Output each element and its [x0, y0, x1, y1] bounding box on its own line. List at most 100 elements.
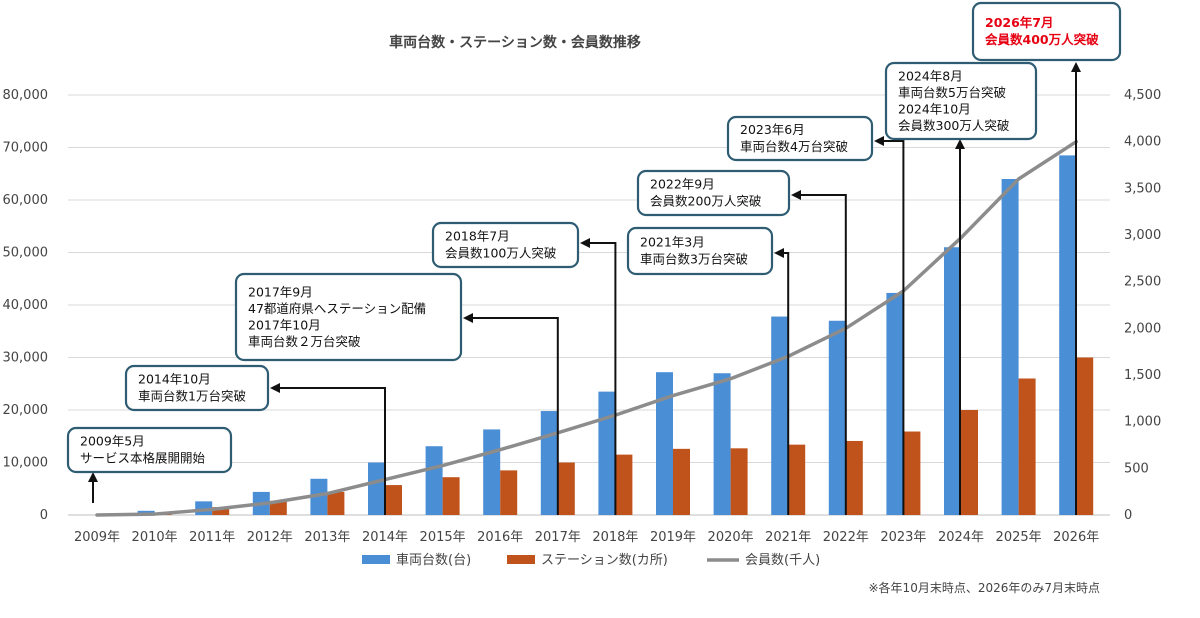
station-bar [1018, 378, 1036, 515]
callout-text: 2017年10月 [248, 317, 321, 332]
vehicle-bar [483, 429, 501, 515]
arrowhead [580, 238, 590, 248]
arrowhead [1071, 62, 1081, 72]
callout-box [626, 226, 774, 276]
arrowhead [955, 139, 965, 149]
line-series [95, 139, 1078, 517]
legend-label: 車両台数(台) [396, 553, 471, 568]
left-tick-label: 20,000 [3, 403, 49, 418]
x-tick-label: 2010年 [132, 530, 178, 545]
left-tick-label: 70,000 [3, 141, 49, 156]
callout-text: 車両台数5万台突破 [898, 85, 1006, 100]
callout-text: 会員数200万人突破 [650, 194, 761, 209]
x-tick-label: 2019年 [650, 530, 696, 545]
connector-line [782, 252, 790, 515]
x-tick-label: 2017年 [535, 530, 581, 545]
left-tick-label: 40,000 [3, 298, 49, 313]
vehicle-bar [656, 372, 673, 515]
vehicle-bar [771, 316, 789, 515]
station-bar [673, 448, 690, 515]
station-bar [730, 448, 748, 515]
callout-box [431, 221, 580, 269]
x-tick-label: 2013年 [304, 530, 350, 545]
bar-series [137, 155, 1094, 515]
arrowhead [874, 136, 884, 146]
callout-text: サービス本格展開開始 [80, 451, 206, 466]
callout-text: 会員数100万人突破 [445, 246, 556, 261]
right-tick-label: 1,500 [1124, 368, 1161, 383]
callout-box [884, 61, 1038, 141]
x-tick-label: 2011年 [189, 530, 235, 545]
legend: 車両台数(台) ステーション数(カ所) 会員数(千人) [362, 553, 820, 568]
vehicle-bar [886, 292, 904, 515]
callout-text: 2018年7月 [445, 229, 510, 244]
left-tick-label: 50,000 [3, 246, 49, 261]
vehicle-bar [368, 462, 385, 515]
callout-text: 2017年9月 [248, 284, 313, 299]
callout-text: 会員数400万人突破 [985, 32, 1099, 47]
station-bar [557, 462, 575, 515]
station-bar [212, 507, 230, 515]
vehicle-bar [1059, 155, 1077, 515]
vehicle-bar [828, 320, 846, 515]
station-bar [442, 477, 460, 515]
callout-box [726, 115, 874, 162]
callout-text: 47都道府県へステーション配備 [248, 301, 426, 316]
arrowhead [774, 248, 784, 258]
callout-text: 車両台数２万台突破 [248, 334, 361, 349]
callout-text: 2009年5月 [80, 434, 145, 449]
x-tick-label: 2021年 [765, 530, 811, 545]
callout-box [124, 364, 270, 412]
station-bar [788, 444, 806, 515]
footnote: ※各年10月末時点、2026年のみ7月末時点 [869, 580, 1101, 595]
x-tick-label: 2020年 [708, 530, 754, 545]
callout-text: 2024年10月 [898, 101, 971, 116]
callout-text: 車両台数3万台突破 [640, 252, 748, 267]
legend-label: ステーション数(カ所) [541, 553, 668, 568]
station-bar [1076, 357, 1094, 515]
right-tick-label: 1,000 [1124, 415, 1161, 430]
x-tick-label: 2009年 [74, 530, 120, 545]
left-tick-label: 10,000 [3, 456, 49, 471]
right-tick-label: 2,500 [1124, 275, 1161, 290]
right-tick-label: 3,000 [1124, 228, 1161, 243]
legend-label: 会員数(千人) [745, 553, 820, 568]
x-tick-label: 2026年 [1053, 530, 1099, 545]
legend-swatch [507, 555, 535, 564]
vehicle-bar [1001, 179, 1019, 515]
callout-box [636, 169, 791, 217]
connector-line [278, 387, 386, 515]
left-y-axis: 0 10,000 20,000 30,000 40,000 50,000 60,000 70,… [3, 88, 49, 523]
vehicle-bar [944, 247, 961, 515]
annotations: 2009年5月サービス本格展開開始2014年10月車両台数1万台突破2017年9… [66, 1, 1122, 515]
station-bar [327, 491, 345, 515]
arrowhead [270, 383, 280, 393]
left-tick-label: 30,000 [3, 351, 49, 366]
x-tick-label: 2024年 [938, 530, 984, 545]
callout-box [971, 1, 1122, 62]
connector-line [588, 242, 617, 515]
x-tick-label: 2018年 [592, 530, 638, 545]
station-bar [500, 470, 518, 515]
right-tick-label: 4,500 [1124, 88, 1161, 103]
callout-box [66, 426, 233, 474]
callout-text: 車両台数1万台突破 [138, 389, 246, 404]
right-tick-label: 500 [1124, 461, 1149, 476]
station-bar [385, 485, 402, 515]
x-tick-label: 2014年 [362, 530, 408, 545]
member-line [95, 139, 1078, 517]
right-tick-label: 2,000 [1124, 321, 1161, 336]
left-tick-label: 0 [40, 508, 48, 523]
callout-text: 2023年6月 [740, 122, 805, 137]
right-tick-label: 0 [1124, 508, 1132, 523]
station-bar [269, 500, 287, 515]
x-tick-label: 2012年 [247, 530, 293, 545]
x-axis: 2009年 2010年 2011年 2012年 2013年 2014年 2015年 2016年… [74, 530, 1099, 545]
